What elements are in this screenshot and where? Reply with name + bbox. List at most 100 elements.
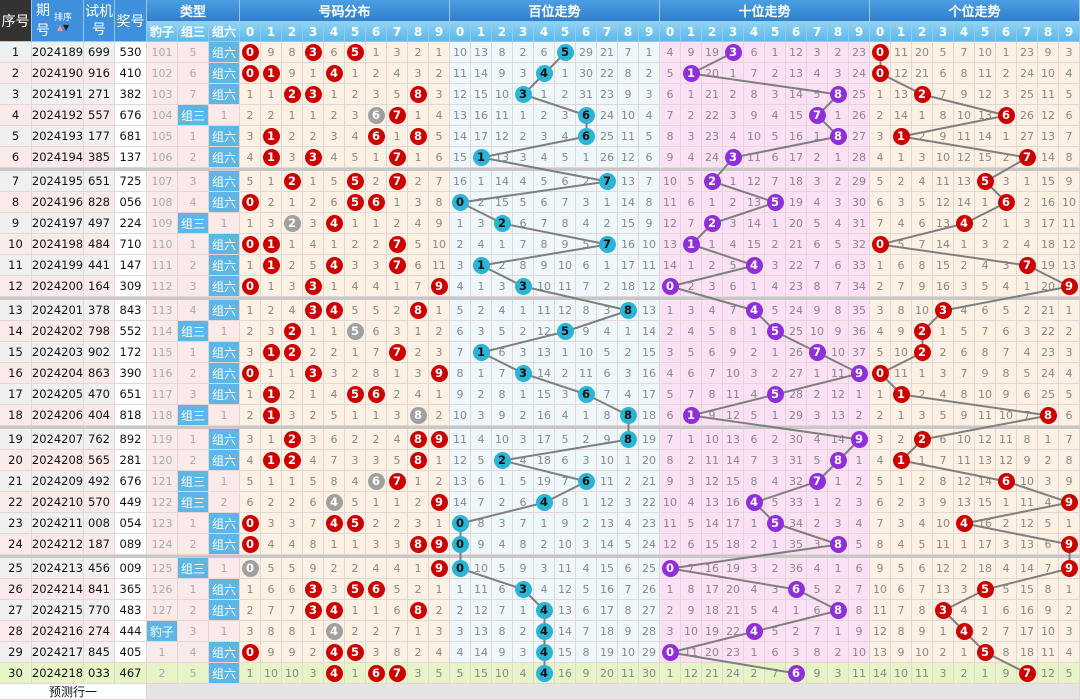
tens-omission-cell: 7: [744, 63, 765, 84]
units-omission-cell: 1: [1059, 579, 1080, 600]
hund-omission-cell: 6: [576, 255, 597, 276]
hund-omission-cell: 15: [618, 213, 639, 234]
dist-cell-hit: 4: [324, 213, 345, 234]
dist-cell-hit: 2: [282, 429, 303, 450]
type-zusan-cell: 1: [178, 513, 209, 534]
tens-omission-cell: 7: [828, 276, 849, 297]
tens-cell-hit: 5: [765, 513, 786, 534]
dist-cell-hit: 5: [345, 321, 366, 342]
tens-omission-cell: 2: [765, 363, 786, 384]
units-omission-cell: 2: [954, 558, 975, 579]
units-cell-hit: 5: [975, 642, 996, 663]
type-zuliu-cell: 组六: [209, 579, 240, 600]
tens-omission-cell: 12: [702, 471, 723, 492]
tens-omission-cell: 5: [681, 342, 702, 363]
header-tens-digit-8: 8: [828, 22, 849, 42]
units-omission-cell: 14: [891, 105, 912, 126]
dist-cell-hit: 5: [345, 579, 366, 600]
units-cell-hit: 6: [996, 105, 1017, 126]
dist-omission-cell: 10: [429, 234, 450, 255]
hund-omission-cell: 5: [492, 558, 513, 579]
tens-omission-cell: 18: [786, 171, 807, 192]
tens-omission-cell: 2: [765, 234, 786, 255]
units-omission-cell: 10: [996, 405, 1017, 426]
tens-omission-cell: 10: [828, 342, 849, 363]
type-zusan-cell: 3: [178, 276, 209, 297]
hund-omission-cell: 2: [471, 300, 492, 321]
units-omission-cell: 10: [912, 642, 933, 663]
units-omission-cell: 19: [1038, 255, 1059, 276]
hund-omission-cell: 10: [492, 663, 513, 684]
hund-omission-cell: 7: [534, 213, 555, 234]
dist-omission-cell: 8: [303, 534, 324, 555]
dist-omission-cell: 5: [324, 405, 345, 426]
tens-omission-cell: 16: [723, 492, 744, 513]
tens-omission-cell: 13: [702, 492, 723, 513]
tens-ball: 5: [766, 514, 784, 532]
hund-omission-cell: 1: [471, 363, 492, 384]
tens-ball: 8: [829, 85, 847, 103]
dist-cell-hit: 2: [282, 450, 303, 471]
prize-number: 725: [115, 171, 147, 192]
dist-omission-cell: 2: [240, 405, 261, 426]
dist-omission-cell: 1: [408, 471, 429, 492]
units-omission-cell: 6: [870, 192, 891, 213]
hund-ball: 4: [535, 622, 553, 640]
units-cell-hit: 9: [1059, 492, 1080, 513]
hund-omission-cell: 10: [471, 558, 492, 579]
row-number: 3: [0, 84, 32, 105]
header-units-digit-9: 9: [1059, 22, 1080, 42]
units-omission-cell: 15: [1017, 579, 1038, 600]
hund-ball: 2: [493, 214, 511, 232]
tens-omission-cell: 16: [786, 126, 807, 147]
units-omission-cell: 16: [1017, 600, 1038, 621]
tens-cell-hit: 7: [807, 342, 828, 363]
dist-omission-cell: 1: [366, 213, 387, 234]
units-omission-cell: 3: [1059, 621, 1080, 642]
dist-omission-cell: 1: [366, 405, 387, 426]
prize-number: 710: [115, 234, 147, 255]
dist-cell-hit: 6: [366, 126, 387, 147]
units-omission-cell: 12: [891, 63, 912, 84]
tens-ball: 5: [766, 193, 784, 211]
dist-ball: 9: [430, 559, 448, 577]
type-baozi-cell: 111: [147, 255, 178, 276]
units-omission-cell: 6: [996, 321, 1017, 342]
units-omission-cell: 4: [870, 147, 891, 168]
dist-omission-cell: 3: [366, 642, 387, 663]
tens-omission-cell: 19: [723, 558, 744, 579]
row-number: 20: [0, 450, 32, 471]
dist-omission-cell: 5: [345, 300, 366, 321]
tens-omission-cell: 2: [765, 558, 786, 579]
hund-cell-hit: 4: [534, 642, 555, 663]
tens-omission-cell: 6: [681, 534, 702, 555]
units-omission-cell: 13: [1017, 534, 1038, 555]
units-omission-cell: 1: [912, 363, 933, 384]
tens-ball: 8: [829, 127, 847, 145]
dist-cell-hit: 9: [429, 558, 450, 579]
trial-number: 177: [84, 126, 115, 147]
dist-cell-hit: 5: [345, 642, 366, 663]
header-issue[interactable]: 期号 排序 ▲▼: [32, 0, 84, 42]
hund-omission-cell: 1: [513, 600, 534, 621]
dist-ball: 0: [241, 277, 259, 295]
tens-omission-cell: 1: [660, 663, 681, 684]
predict-row-cells[interactable]: [147, 684, 1080, 700]
hund-omission-cell: 20: [639, 450, 660, 471]
units-ball: 6: [997, 472, 1015, 490]
hund-omission-cell: 4: [555, 126, 576, 147]
hund-omission-cell: 12: [618, 147, 639, 168]
tens-omission-cell: 6: [681, 192, 702, 213]
hund-omission-cell: 6: [513, 492, 534, 513]
sort-button[interactable]: 排序 ▲▼: [54, 10, 72, 32]
units-omission-cell: 13: [891, 84, 912, 105]
predict-row-label[interactable]: 预测行一: [0, 684, 147, 700]
dist-cell-hit: 4: [324, 63, 345, 84]
row-number: 5: [0, 126, 32, 147]
type-baozi-cell: 124: [147, 534, 178, 555]
units-omission-cell: 8: [912, 600, 933, 621]
hund-omission-cell: 2: [576, 513, 597, 534]
hund-ball: 0: [451, 535, 469, 553]
units-omission-cell: 1: [1038, 429, 1059, 450]
units-omission-cell: 5: [996, 300, 1017, 321]
